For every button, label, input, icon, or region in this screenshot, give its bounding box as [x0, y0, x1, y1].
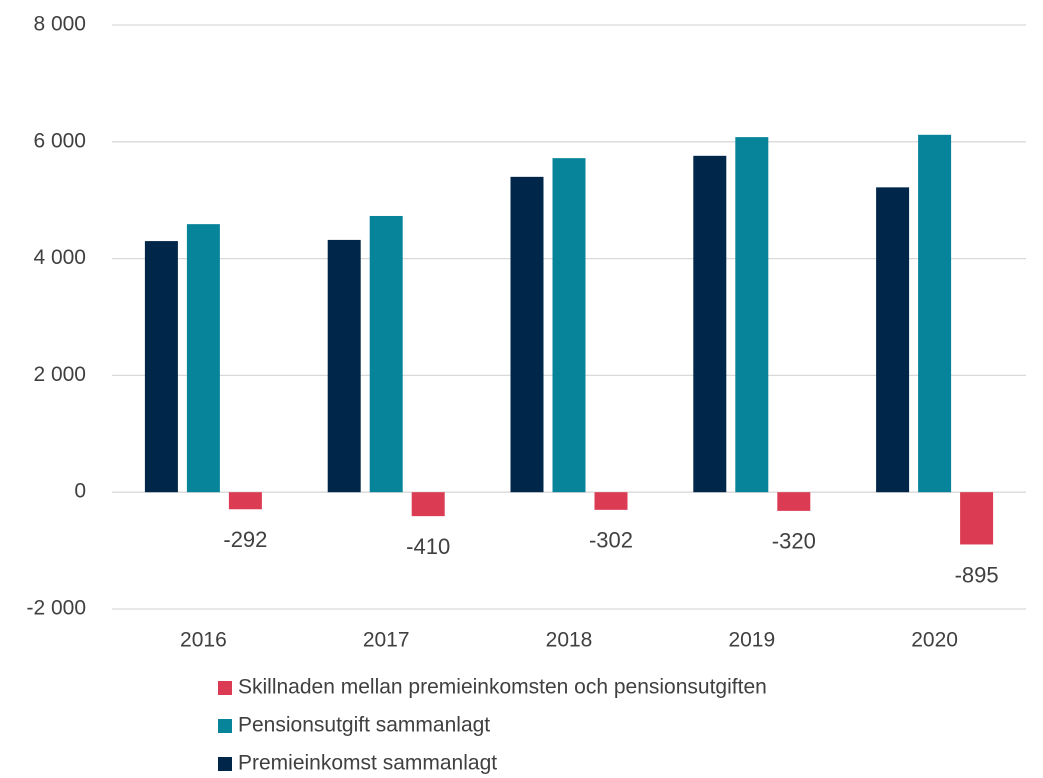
x-tick-label: 2020: [911, 629, 958, 652]
bar: [228, 492, 262, 510]
data-label: -302: [589, 528, 633, 553]
legend-swatch: [218, 757, 232, 771]
bar: [552, 158, 586, 493]
legend-label: Pensionsutgift sammanlagt: [238, 714, 490, 737]
y-tick-label: 4 000: [33, 246, 86, 269]
bar: [735, 137, 769, 493]
legend-label: Skillnaden mellan premieinkomsten och pe…: [238, 676, 767, 699]
bar: [327, 239, 361, 493]
data-label: -292: [223, 527, 267, 552]
legend-swatch: [218, 681, 232, 695]
x-tick-label: 2017: [363, 629, 410, 652]
y-tick-label: -2 000: [26, 597, 86, 620]
x-tick-label: 2018: [546, 629, 593, 652]
x-tick-label: 2016: [180, 629, 227, 652]
bar: [186, 224, 220, 493]
data-label: -410: [406, 534, 450, 559]
bar: [960, 492, 994, 545]
bar: [777, 492, 811, 511]
y-tick-label: 6 000: [33, 129, 86, 152]
bar: [144, 241, 178, 493]
bar: [369, 215, 403, 493]
legend-swatch: [218, 719, 232, 733]
data-label: -895: [955, 562, 999, 587]
y-tick-label: 8 000: [33, 13, 86, 36]
bar: [594, 492, 628, 510]
bar: [693, 155, 727, 493]
legend-label: Premieinkomst sammanlagt: [238, 752, 497, 775]
bar: [411, 492, 445, 517]
y-tick-label: 2 000: [33, 363, 86, 386]
bar: [918, 134, 952, 493]
x-tick-label: 2019: [728, 629, 775, 652]
data-label: -320: [772, 529, 816, 554]
bar: [876, 187, 910, 493]
bar: [510, 176, 544, 493]
y-tick-label: 0: [74, 480, 86, 503]
